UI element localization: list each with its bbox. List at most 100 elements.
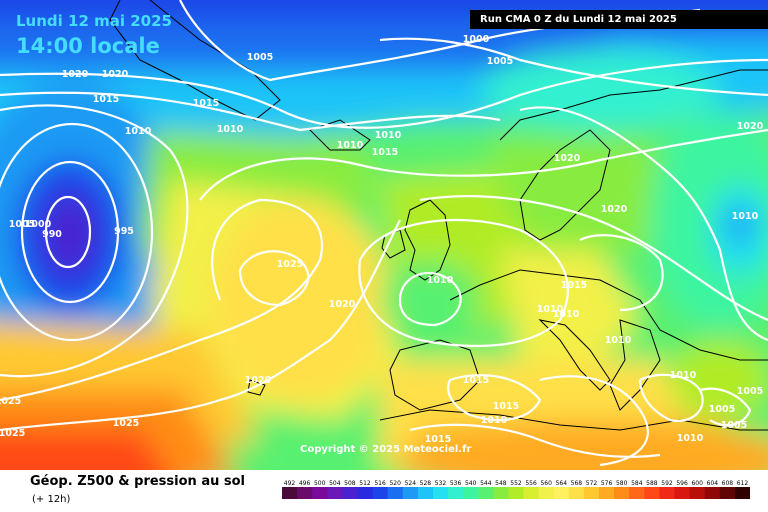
pressure-label: 1015 — [463, 375, 489, 386]
scale-swatch — [599, 487, 615, 499]
pressure-label: 1020 — [601, 204, 628, 215]
scale-value-label: 520 — [389, 480, 401, 487]
scale-value-label: 592 — [661, 480, 673, 487]
scale-swatch — [463, 487, 479, 499]
pressure-label: 1020 — [245, 375, 272, 386]
pressure-label: 1025 — [277, 259, 303, 270]
pressure-label: 1020 — [102, 69, 129, 80]
pressure-label: 1005 — [487, 56, 513, 67]
scale-value-label: 580 — [616, 480, 628, 487]
pressure-label: 1015 — [93, 94, 119, 105]
pressure-label: 1010 — [217, 124, 244, 135]
pressure-label: 1005 — [737, 386, 763, 397]
pressure-label: 1005 — [721, 420, 747, 431]
pressure-label: 1010 — [375, 130, 402, 141]
scale-value-label: 588 — [646, 480, 658, 487]
scale-swatch — [659, 487, 675, 499]
scale-swatch — [297, 487, 313, 499]
scale-swatch — [523, 487, 540, 499]
pressure-label: 1005 — [9, 219, 35, 230]
scale-swatch — [372, 487, 389, 499]
pressure-label: 1005 — [247, 52, 273, 63]
pressure-label: 1010 — [553, 309, 580, 320]
scale-value-label: 512 — [359, 480, 371, 487]
scale-swatch — [644, 487, 660, 499]
scale-swatch — [734, 487, 750, 499]
pressure-label: 1010 — [677, 433, 704, 444]
scale-swatch — [553, 487, 570, 499]
scale-swatch — [568, 487, 585, 499]
pressure-label: 1020 — [554, 153, 581, 164]
pressure-label: 1000 — [463, 34, 490, 45]
scale-value-label: 496 — [299, 480, 311, 487]
pressure-label: 995 — [114, 226, 134, 237]
scale-swatch — [433, 487, 449, 499]
pressure-label: 1010 — [670, 370, 697, 381]
scale-value-label: 524 — [405, 480, 417, 487]
scale-value-label: 544 — [480, 480, 492, 487]
scale-swatch — [704, 487, 721, 499]
scale-value-label: 528 — [420, 480, 432, 487]
scale-value-label: 604 — [707, 480, 719, 487]
pressure-label: 1015 — [425, 434, 451, 445]
scale-value-label: 500 — [314, 480, 326, 487]
scale-value-label: 492 — [284, 480, 296, 487]
scale-swatch — [583, 487, 600, 499]
scale-value-label: 612 — [737, 480, 749, 487]
run-info-banner: Run CMA 0 Z du Lundi 12 mai 2025 — [470, 10, 768, 29]
copyright-notice: Copyright © 2025 Meteociel.fr — [300, 444, 472, 455]
scale-swatch — [508, 487, 525, 499]
pressure-label: 1025 — [0, 428, 25, 439]
scale-swatch — [342, 487, 358, 499]
scale-value-label: 532 — [435, 480, 447, 487]
scale-value-label: 572 — [586, 480, 598, 487]
scale-value-label: 584 — [631, 480, 643, 487]
scale-swatch — [387, 487, 404, 499]
scale-swatch — [719, 487, 736, 499]
scale-swatch — [417, 487, 434, 499]
pressure-label: 1010 — [337, 140, 364, 151]
pressure-label: 1010 — [125, 126, 152, 137]
scale-value-label: 536 — [450, 480, 462, 487]
pressure-label: 1000 — [25, 219, 52, 230]
scale-value-label: 560 — [540, 480, 552, 487]
forecast-local-time: 14:00 locale — [16, 34, 160, 58]
pressure-label: 1010 — [605, 335, 632, 346]
scale-value-label: 516 — [374, 480, 386, 487]
scale-swatch — [614, 487, 630, 499]
pressure-label: 1020 — [329, 299, 356, 310]
pressure-labels: 1020 1020 1005 1000 1005 1015 1015 1010 … — [0, 34, 764, 445]
scale-value-label: 504 — [329, 480, 341, 487]
pressure-label: 1020 — [737, 121, 764, 132]
pressure-label: 1005 — [709, 404, 735, 415]
coastlines — [109, 0, 768, 431]
scale-value-label: 568 — [571, 480, 583, 487]
pressure-label: 1025 — [113, 418, 139, 429]
pressure-label: 1010 — [732, 211, 759, 222]
pressure-label: 1015 — [561, 280, 587, 291]
legend-subtitle: (+ 12h) — [32, 494, 71, 505]
pressure-label: 1010 — [427, 275, 454, 286]
pressure-label: 990 — [42, 229, 62, 240]
scale-value-label: 576 — [601, 480, 613, 487]
scale-value-label: 540 — [465, 480, 477, 487]
scale-value-label: 564 — [556, 480, 568, 487]
pressure-label: 1015 — [493, 401, 519, 412]
forecast-date: Lundi 12 mai 2025 — [16, 12, 172, 30]
scale-value-label: 508 — [344, 480, 356, 487]
pressure-label: 1025 — [0, 396, 21, 407]
pressure-label: 1015 — [193, 98, 219, 109]
scale-swatch — [282, 487, 298, 499]
scale-value-label: 552 — [510, 480, 522, 487]
scale-swatch — [674, 487, 691, 499]
scale-swatch — [357, 487, 374, 499]
scale-swatch — [689, 487, 706, 499]
pressure-label: 1020 — [62, 69, 89, 80]
scale-swatch — [629, 487, 645, 499]
weather-map: 1020 1020 1005 1000 1005 1015 1015 1010 … — [0, 0, 768, 470]
scale-swatch — [327, 487, 343, 499]
pressure-label: 1010 — [537, 304, 564, 315]
scale-swatch — [478, 487, 494, 499]
legend-title: Géop. Z500 & pression au sol — [30, 474, 245, 489]
map-canvas: 1020 1020 1005 1000 1005 1015 1015 1010 … — [0, 0, 768, 470]
